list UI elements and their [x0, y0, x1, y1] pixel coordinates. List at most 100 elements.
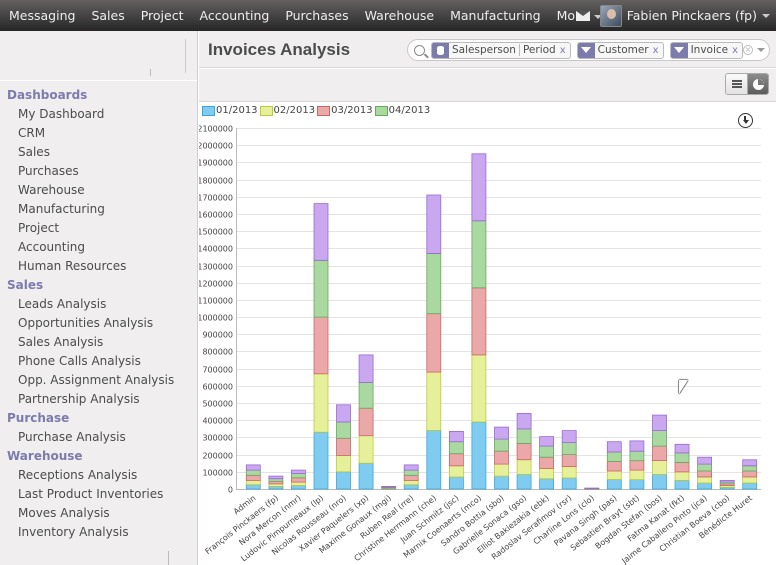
bar-segment [336, 404, 351, 423]
y-tick-label: 1800000 [199, 177, 233, 186]
user-menu[interactable]: Fabien Pinckaers (fp) [626, 8, 757, 23]
view-switcher [725, 73, 769, 95]
sidebar-item-purchases[interactable]: Purchases [18, 164, 79, 178]
page-title: Invoices Analysis [208, 40, 351, 59]
y-tick-label: 1700000 [199, 194, 233, 203]
remove-facet-button[interactable]: x [652, 44, 659, 56]
divider [150, 69, 151, 76]
bar-segment [494, 426, 509, 440]
bar-segment [539, 478, 555, 490]
sidebar-item-leads-analysis[interactable]: Leads Analysis [18, 297, 107, 311]
nav-item-purchases[interactable]: Purchases [285, 8, 349, 23]
chevron-down-icon[interactable] [757, 48, 766, 52]
bar-segment [426, 430, 442, 490]
y-tick-label: 1300000 [199, 263, 233, 272]
mouse-cursor-icon [679, 380, 688, 394]
bar-segment [448, 476, 464, 490]
bar-segment [494, 463, 509, 477]
legend-label: 02/2013 [273, 105, 316, 116]
bar-segment [561, 442, 577, 456]
sidebar-item-partnership-analysis[interactable]: Partnership Analysis [18, 392, 140, 406]
sidebar-item-receptions-analysis[interactable]: Receptions Analysis [18, 468, 138, 482]
top-menu-bar: Messaging Sales Project Accounting Purchases… [0, 0, 776, 31]
pie-chart-icon [752, 78, 764, 90]
sidebar-item-phone-calls-analysis[interactable]: Phone Calls Analysis [18, 354, 141, 368]
nav-item-project[interactable]: Project [140, 8, 184, 23]
bar-segment [516, 428, 532, 444]
sidebar-section-dashboards: Dashboards [7, 88, 88, 102]
sidebar-item-crm[interactable]: CRM [18, 126, 46, 140]
nav-item-warehouse[interactable]: Warehouse [364, 8, 435, 23]
download-icon[interactable] [738, 113, 753, 128]
bar-segment [652, 460, 667, 475]
bar-segment [697, 456, 713, 465]
sidebar-item-project[interactable]: Project [18, 221, 60, 235]
sidebar-item-sales[interactable]: Sales [18, 145, 50, 159]
y-tick-label: 800000 [202, 348, 233, 357]
sidebar-item-moves-analysis[interactable]: Moves Analysis [18, 506, 110, 520]
bar-segment [291, 485, 306, 490]
bar-segment [584, 487, 600, 490]
y-tick-label: 600000 [202, 383, 233, 392]
legend-item[interactable]: 03/2013 [317, 105, 373, 116]
sidebar-item-inventory-analysis[interactable]: Inventory Analysis [18, 525, 129, 539]
bar-segment [674, 479, 690, 490]
bar-segment [403, 474, 419, 481]
mail-icon[interactable] [575, 10, 590, 21]
search-bar[interactable]: Salesperson Period x Customer x Invoice … [407, 39, 770, 61]
search-icon[interactable] [414, 44, 425, 56]
chart-legend: 01/2013 02/2013 03/2013 04/2013 [202, 105, 432, 116]
list-view-button[interactable] [726, 74, 747, 94]
y-tick-label: 2100000 [199, 125, 233, 134]
sidebar-item-sales-analysis[interactable]: Sales Analysis [18, 335, 104, 349]
chevron-down-icon[interactable] [593, 14, 602, 19]
nav-item-accounting[interactable]: Accounting [199, 8, 270, 23]
filter-icon [577, 42, 595, 58]
chevron-down-icon[interactable] [762, 13, 770, 18]
legend-item[interactable]: 04/2013 [374, 105, 430, 116]
bar-segment [313, 203, 329, 261]
bar-segment [606, 479, 622, 490]
legend-swatch [202, 105, 215, 116]
bar-segment [426, 371, 442, 431]
top-right-area: Fabien Pinckaers (fp) [575, 0, 776, 31]
sidebar-item-opp-assignment-analysis[interactable]: Opp. Assignment Analysis [18, 373, 175, 387]
avatar[interactable] [599, 4, 622, 27]
bar-segment [403, 464, 419, 471]
legend-item[interactable]: 01/2013 [202, 105, 258, 116]
bar-segment [336, 455, 351, 473]
sidebar-item-human-resources[interactable]: Human Resources [18, 259, 127, 273]
facet-value: Period [518, 44, 559, 56]
remove-facet-button[interactable]: x [732, 44, 739, 56]
bar-segment [697, 476, 713, 484]
sidebar-item-accounting[interactable]: Accounting [18, 240, 86, 254]
y-tick-label: 900000 [202, 331, 233, 340]
y-tick-label: 300000 [202, 434, 233, 443]
bar-segment [606, 470, 622, 480]
legend-label: 03/2013 [331, 105, 373, 116]
y-tick-label: 1400000 [199, 245, 233, 254]
nav-item-manufacturing[interactable]: Manufacturing [450, 8, 541, 23]
bar-segment [606, 451, 622, 462]
bar-segment [561, 477, 577, 490]
nav-item-messaging[interactable]: Messaging [9, 8, 76, 23]
sidebar-item-last-product-inventories[interactable]: Last Product Inventories [18, 487, 164, 501]
remove-facet-button[interactable]: x [559, 44, 566, 56]
sidebar-item-opportunities-analysis[interactable]: Opportunities Analysis [18, 316, 154, 330]
bar-segment [313, 316, 329, 375]
sidebar-item-manufacturing[interactable]: Manufacturing [18, 202, 105, 216]
bar-segment [629, 469, 645, 481]
nav-item-sales[interactable]: Sales [91, 8, 125, 23]
bar-segment [606, 461, 622, 472]
sidebar-item-purchase-analysis[interactable]: Purchase Analysis [18, 430, 126, 444]
sidebar-item-warehouse[interactable]: Warehouse [18, 183, 85, 197]
bar-segment [516, 442, 532, 461]
bar-segment [539, 467, 555, 480]
sidebar-item-my-dashboard[interactable]: My Dashboard [18, 107, 105, 121]
bar-segment [291, 469, 306, 474]
bar-segment [426, 194, 442, 254]
sidebar-section-sales: Sales [7, 278, 44, 292]
clear-icon[interactable]: × [743, 45, 754, 55]
legend-item[interactable]: 02/2013 [259, 105, 316, 116]
graph-view-button[interactable] [747, 74, 768, 94]
